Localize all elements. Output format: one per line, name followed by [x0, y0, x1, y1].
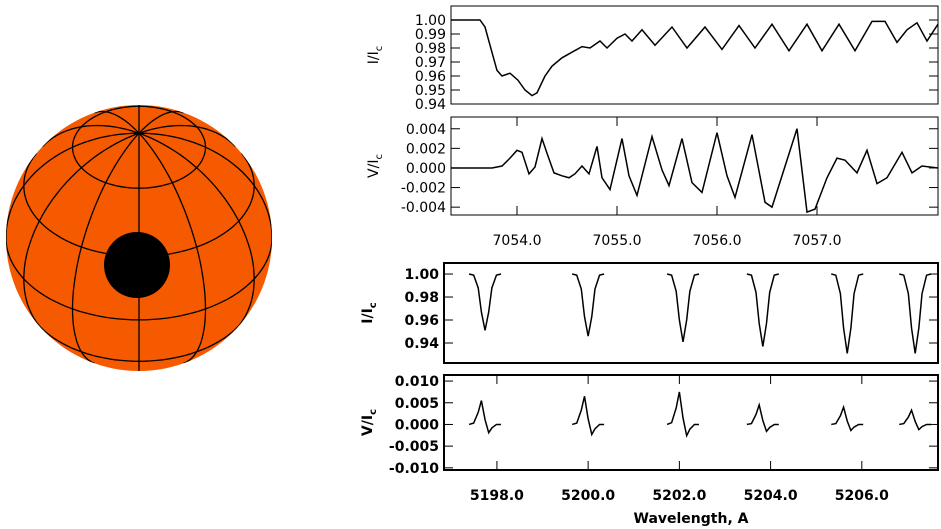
- y-tick-label: 0.96: [404, 313, 439, 329]
- plot-frame: [443, 374, 939, 471]
- x-tick-label: 7055.0: [593, 233, 642, 249]
- x-tick-label: 5206.0: [835, 488, 889, 504]
- y-axis-label-main: I/I: [360, 308, 376, 324]
- panel: 0.940.950.960.970.980.991.00 I/Ic: [366, 5, 939, 113]
- y-axis-label-main: V/I: [360, 415, 376, 436]
- grid-curve: [138, 110, 184, 134]
- y-tick-label: -0.005: [389, 439, 439, 455]
- grid-curve: [6, 237, 272, 321]
- y-tick-label: 0.94: [404, 336, 439, 352]
- plot-frame: [450, 5, 939, 105]
- x-tick-label: 5204.0: [744, 488, 798, 504]
- data-line: [468, 391, 932, 439]
- x-tick-label: 7056.0: [693, 233, 742, 249]
- y-axis-label: I/Ic: [366, 46, 385, 64]
- y-tick-label: -0.004: [401, 200, 446, 216]
- y-tick-label: 0.002: [406, 141, 446, 157]
- y-tick-label: -0.002: [401, 181, 446, 197]
- grid-curve: [23, 153, 255, 258]
- y-tick-label: 0.99: [415, 27, 446, 43]
- panel: 0.94 0.96 0.98 1.00 I/Ic: [360, 262, 939, 364]
- y-tick-label: 0.010: [395, 374, 440, 390]
- data-line: [451, 128, 939, 214]
- y-axis-label: I/Ic: [360, 302, 379, 324]
- y-tick-label: 0.005: [395, 396, 439, 412]
- y-tick-label: 0.95: [415, 83, 446, 99]
- y-tick-label: -0.010: [389, 461, 439, 477]
- y-tick-label: 0.004: [406, 122, 446, 138]
- data-line: [451, 19, 939, 97]
- y-axis-label-sub: c: [374, 46, 385, 52]
- y-axis-label-sub: c: [374, 154, 385, 160]
- data-line: [468, 273, 932, 354]
- y-axis-label: V/Ic: [360, 409, 379, 436]
- grid-curve: [138, 132, 207, 364]
- grid-curve: [138, 124, 237, 148]
- y-tick-label: 0.94: [415, 97, 446, 113]
- y-axis-label-main: I/I: [366, 51, 382, 64]
- panel: -0.004 -0.002 0.000 0.002 0.004 7054.0 7055.0 7…: [366, 116, 939, 249]
- y-axis-label-main: V/I: [366, 160, 382, 178]
- y-tick-label: 0.98: [404, 290, 439, 306]
- grid-curve: [41, 124, 140, 148]
- grid-curve: [138, 132, 255, 330]
- y-axis-label: V/Ic: [366, 154, 385, 178]
- x-tick-label: 7057.0: [793, 233, 842, 249]
- grid-curve: [6, 132, 140, 239]
- y-tick-label: 0.97: [415, 55, 446, 71]
- y-tick-label: 0.96: [415, 69, 446, 85]
- x-tick-label: 5200.0: [561, 488, 615, 504]
- x-axis-label: Wavelength, A: [634, 511, 749, 527]
- grid-curve: [35, 322, 243, 362]
- panel: -0.010 -0.005 0.000 0.005 0.010 5198.0 5200.0 5…: [360, 374, 939, 527]
- y-tick-label: 1.00: [415, 13, 446, 29]
- grid-curve: [138, 132, 272, 239]
- x-tick-label: 5198.0: [470, 488, 524, 504]
- plot-frame: [450, 116, 939, 216]
- grid-curve: [71, 132, 140, 364]
- x-tick-label: 5202.0: [652, 488, 706, 504]
- star-map: [6, 105, 272, 371]
- y-tick-label: 0.000: [395, 417, 440, 433]
- star-spot: [104, 232, 170, 298]
- y-axis-label-sub: c: [368, 302, 379, 308]
- y-axis-label-sub: c: [368, 409, 379, 415]
- plot-frame: [443, 262, 939, 364]
- grid-curve: [23, 132, 140, 330]
- grid-curve: [94, 110, 140, 134]
- star-grid: [6, 105, 272, 371]
- y-tick-label: 1.00: [404, 267, 439, 283]
- y-tick-label: 0.98: [415, 41, 446, 57]
- x-tick-label: 7054.0: [493, 233, 542, 249]
- y-tick-label: 0.000: [406, 161, 446, 177]
